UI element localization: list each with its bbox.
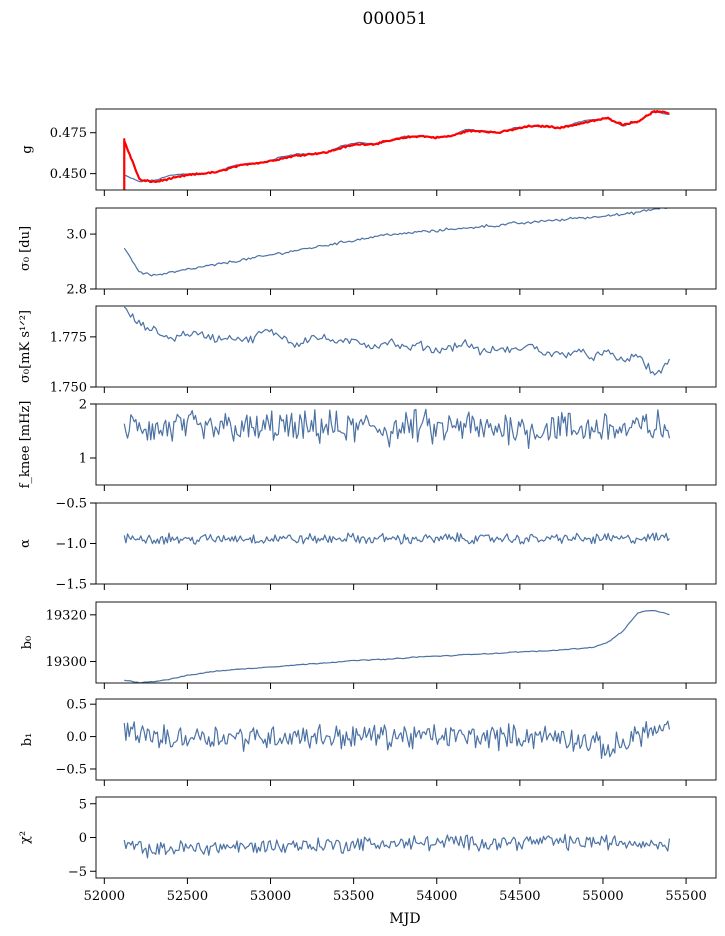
panel-sigma_noise-series-0 bbox=[123, 306, 671, 376]
panels: 0.450 0.475 g 2.8 3.0 σ₀ [du] 1.750 1.775 σ₀[mK … bbox=[18, 108, 717, 884]
panel-sigma0-ytick-label-0: 2.8 bbox=[66, 283, 87, 298]
panel-alpha: −1.5 −1.0 −0.5 α bbox=[18, 497, 717, 593]
panel-chi2-ylabel: χ² bbox=[18, 831, 33, 844]
panel-b0-ytick-label-0: 19300 bbox=[46, 655, 87, 670]
panel-chi2-ytick-label-1: 0 bbox=[79, 831, 87, 846]
panel-sigma_noise-ytick-label-0: 1.750 bbox=[50, 381, 87, 396]
panel-alpha-ytick-label-1: −1.0 bbox=[55, 537, 87, 552]
panel-fknee-series-0 bbox=[123, 408, 671, 450]
panel-b1: −0.5 0.0 0.5 b₁ bbox=[20, 698, 717, 786]
panel-alpha-frame bbox=[95, 502, 717, 585]
panel-b1-ytick-label-0: −0.5 bbox=[55, 762, 87, 777]
panel-b1-frame bbox=[95, 698, 717, 781]
panel-b0-series bbox=[124, 609, 670, 683]
panel-fknee-frame bbox=[95, 403, 717, 486]
panel-g-ytick-label-1: 0.475 bbox=[50, 126, 87, 141]
panel-sigma0: 2.8 3.0 σ₀ [du] bbox=[18, 207, 717, 298]
panel-fknee: 1 2 f_knee [mHz] bbox=[18, 398, 717, 491]
panel-fknee-ytick-label-0: 1 bbox=[79, 452, 87, 467]
panel-b0-ytick-label-1: 19320 bbox=[46, 608, 87, 623]
panel-alpha-series-0 bbox=[123, 532, 670, 545]
panel-chi2-series-0 bbox=[123, 833, 671, 859]
panel-b0-frame bbox=[95, 601, 717, 684]
panel-fknee-ytick-label-1: 2 bbox=[79, 398, 87, 413]
x-tick-label-2: 53000 bbox=[250, 889, 291, 904]
x-tick-label-6: 55000 bbox=[582, 889, 623, 904]
x-tick-label-0: 52000 bbox=[84, 889, 125, 904]
panel-b1-ylabel: b₁ bbox=[20, 733, 35, 747]
panel-chi2-ytick-label-0: −5 bbox=[68, 865, 87, 880]
panel-alpha-ytick-label-2: −0.5 bbox=[55, 497, 87, 512]
panel-alpha-ylabel: α bbox=[18, 539, 33, 548]
figure-title: 000051 bbox=[363, 9, 428, 29]
panel-chi2: −5 0 5 χ² bbox=[18, 796, 717, 884]
panel-sigma_noise-ylabel: σ₀[mK s¹ᐟ²] bbox=[18, 310, 33, 383]
x-tick-label-4: 54000 bbox=[416, 889, 457, 904]
panel-sigma_noise: 1.750 1.775 σ₀[mK s¹ᐟ²] bbox=[18, 305, 717, 396]
panel-b1-series-0 bbox=[123, 720, 671, 759]
panel-sigma_noise-ytick-label-1: 1.775 bbox=[50, 330, 87, 345]
panel-g-frame bbox=[95, 108, 717, 191]
x-tick-label-5: 54500 bbox=[499, 889, 540, 904]
panel-g-ylabel: g bbox=[20, 145, 35, 153]
panel-b0: 19300 19320 b₀ bbox=[20, 601, 717, 689]
panel-sigma0-ytick-label-1: 3.0 bbox=[66, 228, 87, 243]
panel-b1-ytick-label-2: 0.5 bbox=[66, 698, 87, 713]
x-axis-label: MJD bbox=[389, 911, 420, 927]
panel-sigma0-ylabel: σ₀ [du] bbox=[18, 226, 33, 271]
panel-sigma0-series bbox=[123, 208, 669, 277]
panel-fknee-ylabel: f_knee [mHz] bbox=[18, 401, 33, 489]
panel-alpha-ytick-label-0: −1.5 bbox=[55, 578, 87, 593]
panel-alpha-series bbox=[123, 532, 670, 545]
panel-b1-ytick-label-1: 0.0 bbox=[66, 730, 87, 745]
panel-b0-ylabel: b₀ bbox=[20, 636, 35, 650]
panel-sigma0-series-0 bbox=[123, 208, 669, 277]
panel-sigma_noise-series bbox=[123, 306, 671, 376]
panel-g: 0.450 0.475 g bbox=[20, 108, 717, 196]
panel-b1-series bbox=[123, 720, 671, 759]
panel-g-series-1 bbox=[123, 109, 670, 190]
panel-sigma0-frame bbox=[95, 207, 717, 290]
panel-chi2-frame bbox=[95, 796, 717, 879]
panel-g-series bbox=[123, 109, 670, 190]
panel-b0-series-0 bbox=[124, 609, 670, 683]
x-tick-label-7: 55500 bbox=[665, 889, 706, 904]
x-tick-label-1: 52500 bbox=[167, 889, 208, 904]
panel-chi2-series bbox=[123, 833, 671, 859]
x-axis: 52000 52500 53000 53500 54000 54500 55000 55500 bbox=[84, 889, 707, 904]
x-tick-label-3: 53500 bbox=[333, 889, 374, 904]
panel-chi2-ytick-label-2: 5 bbox=[79, 797, 87, 812]
panel-fknee-series bbox=[123, 408, 671, 450]
panel-g-ytick-label-0: 0.450 bbox=[50, 167, 87, 182]
panel-sigma_noise-frame bbox=[95, 305, 717, 388]
